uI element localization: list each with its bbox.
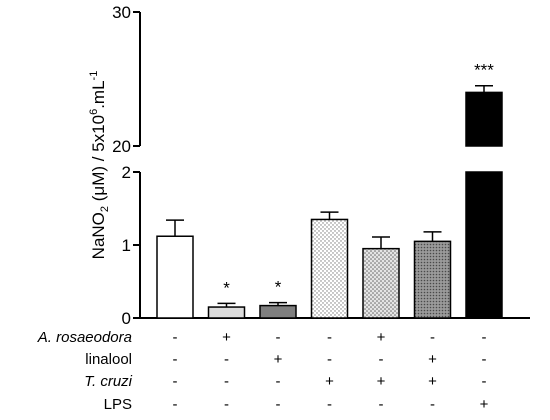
treatment-sign: - — [379, 396, 384, 413]
y-tick-label: 1 — [122, 236, 131, 255]
treatment-sign: - — [224, 396, 229, 413]
bar — [413, 240, 452, 319]
treatment-sign: - — [276, 396, 281, 413]
y-tick-label: 20 — [112, 137, 131, 156]
treatment-sign: - — [482, 351, 487, 368]
bar — [259, 304, 297, 319]
treatment-sign: + — [480, 396, 489, 413]
treatment-sign: - — [482, 373, 487, 390]
treatment-sign: + — [222, 329, 231, 346]
treatment-label: linalool — [85, 351, 132, 368]
treatment-sign: - — [327, 396, 332, 413]
treatment-sign: + — [325, 373, 334, 390]
treatment-sign: + — [428, 373, 437, 390]
y-label-tail: .mL — [89, 80, 108, 108]
treatment-label: T. cruzi — [84, 373, 132, 390]
y-label-sup2: -1 — [88, 71, 100, 81]
y-label-mid: (μM) / 5x10 — [89, 115, 108, 206]
bar — [465, 171, 503, 319]
treatment-sign: - — [327, 351, 332, 368]
y-ticks: 0 1 2 20 30 — [112, 3, 140, 328]
treatment-sign: - — [482, 329, 487, 346]
treatment-table: A. rosaeodora - + - - + - - linalool - - + - - + - T. cr… — [37, 329, 489, 413]
treatment-sign: - — [430, 396, 435, 413]
bars: * **** — [156, 61, 503, 319]
significance-label: * — [275, 278, 282, 297]
treatment-label: A. rosaeodora — [37, 329, 132, 346]
significance-label: * — [223, 278, 230, 297]
treatment-sign: - — [379, 351, 384, 368]
y-tick-label: 2 — [122, 163, 131, 182]
treatment-sign: - — [276, 373, 281, 390]
y-label-main: NaNO — [89, 212, 108, 259]
treatment-sign: - — [327, 329, 332, 346]
y-axis-label: NaNO2 (μM) / 5x106.mL-1 — [88, 71, 111, 260]
bar — [156, 235, 194, 319]
treatment-sign: - — [430, 329, 435, 346]
bar — [362, 247, 400, 319]
significance-label: *** — [474, 61, 494, 80]
treatment-label: LPS — [104, 396, 132, 413]
bar — [207, 306, 246, 319]
treatment-sign: + — [377, 373, 386, 390]
treatment-sign: - — [224, 373, 229, 390]
treatment-sign: - — [173, 396, 178, 413]
y-label-sup1: 6 — [88, 109, 100, 115]
y-tick-label: 30 — [112, 3, 131, 22]
bar — [310, 218, 349, 319]
y-tick-label: 0 — [122, 309, 131, 328]
y-label-sub: 2 — [99, 206, 111, 212]
treatment-sign: - — [173, 373, 178, 390]
treatment-sign: + — [428, 351, 437, 368]
treatment-sign: - — [173, 351, 178, 368]
treatment-sign: - — [173, 329, 178, 346]
bar — [465, 91, 503, 147]
treatment-sign: + — [274, 351, 283, 368]
treatment-sign: + — [377, 329, 386, 346]
treatment-sign: - — [276, 329, 281, 346]
treatment-sign: - — [224, 351, 229, 368]
